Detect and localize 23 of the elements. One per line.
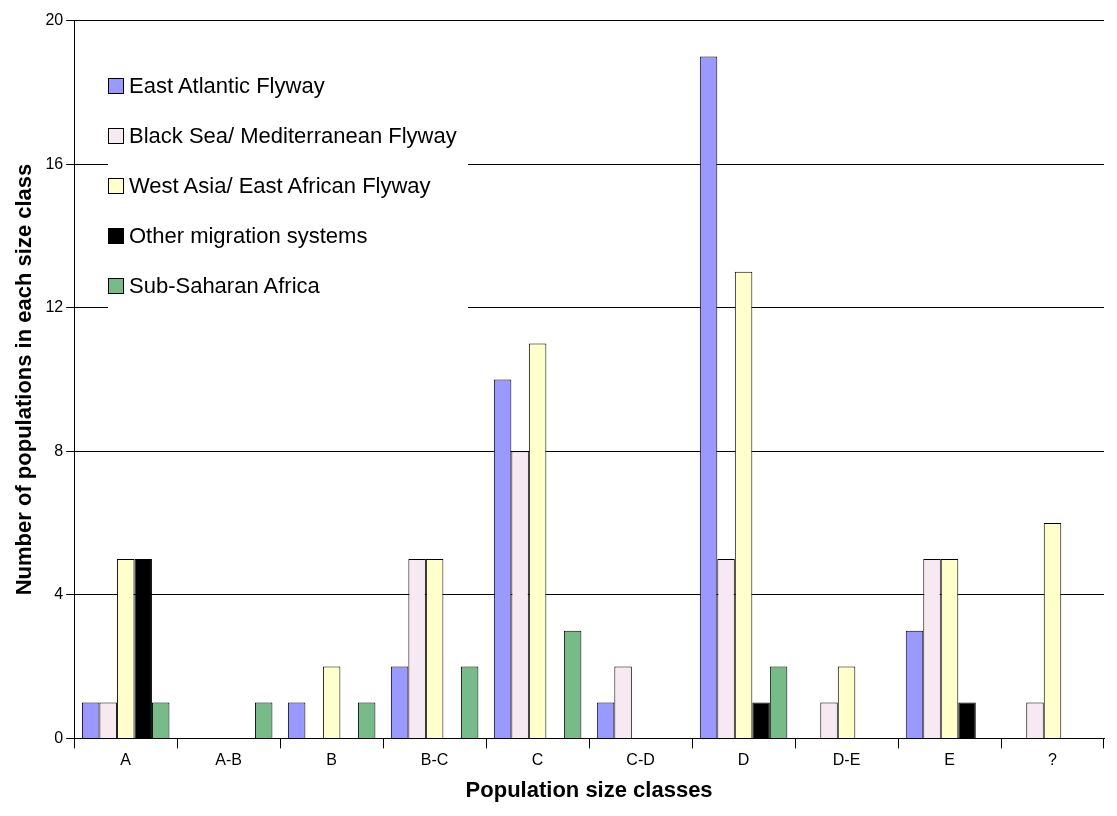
x-tick-label: D-E [832,751,861,769]
y-tick-label: 8 [54,441,64,459]
legend-label: Other migration systems [129,222,368,250]
y-tick-label: 20 [45,11,64,29]
x-tick-label: C-D [626,751,655,769]
x-tick-label: A [120,751,132,769]
legend-label: Sub-Saharan Africa [129,272,320,300]
x-tick-label: ? [1048,751,1058,769]
x-tick-label: B-C [420,751,449,769]
legend-label: Black Sea/ Mediterranean Flyway [129,122,457,150]
y-tick-label: 16 [45,154,64,172]
y-axis-title: Number of populations in each size class [11,163,37,596]
x-tick-label: D [737,751,750,769]
legend-label: East Atlantic Flyway [129,72,325,100]
x-axis-title: Population size classes [465,776,713,802]
y-tick-label: 4 [54,585,64,603]
x-tick-label: E [944,751,955,769]
x-tick-label: C [531,751,544,769]
y-tick-label: 12 [45,298,64,316]
x-tick-label: A-B [215,751,242,769]
y-tick-label: 0 [54,728,64,746]
legend-label: West Asia/ East African Flyway [129,172,431,200]
x-tick-label: B [326,751,337,769]
